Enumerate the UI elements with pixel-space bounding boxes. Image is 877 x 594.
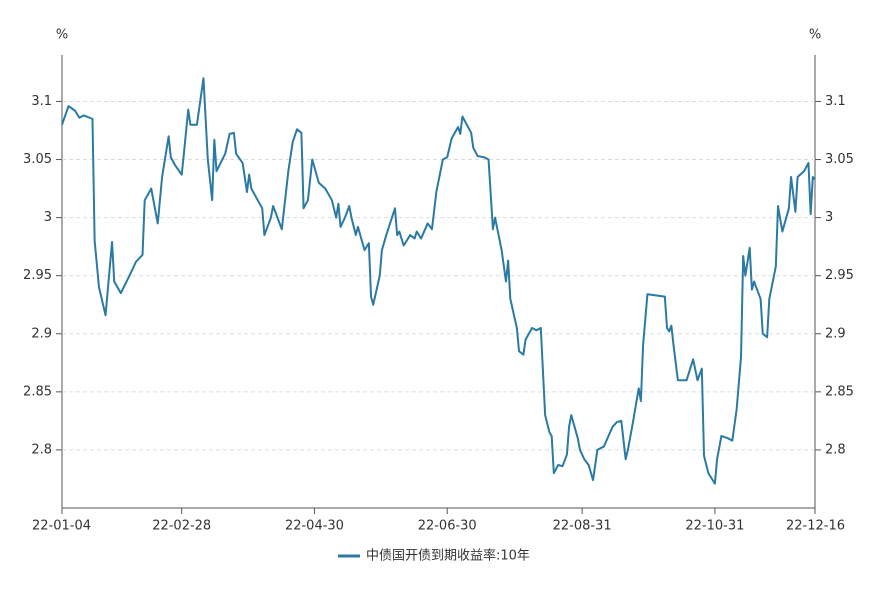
y-unit-right: % [809,28,821,43]
y-tick-label: 2.9 [31,326,52,341]
x-tick-label: 22-10-31 [685,519,744,534]
legend-label: 中债国开债到期收益率:10年 [366,548,530,564]
y-tick-label: 3.1 [31,94,52,109]
y-tick-label: 2.8 [31,442,52,457]
y2-tick-label: 2.95 [825,268,854,283]
y-tick-label: 3 [44,210,52,225]
y2-tick-label: 2.9 [825,326,846,341]
y2-tick-label: 3.05 [825,152,854,167]
x-tick-label: 22-04-30 [285,519,344,534]
y-unit-left: % [56,28,68,43]
x-tick-label: 22-08-31 [553,519,612,534]
y2-tick-label: 2.85 [825,384,854,399]
series-line [61,77,816,485]
x-tick-label: 22-12-16 [786,519,845,534]
y-tick-label: 2.95 [23,268,52,283]
x-tick-label: 22-02-28 [152,519,211,534]
y2-tick-label: 3 [825,210,833,225]
x-tick-label: 22-06-30 [418,519,477,534]
y-tick-label: 2.85 [23,384,52,399]
y2-tick-label: 3.1 [825,94,846,109]
y-tick-label: 3.05 [23,152,52,167]
x-tick-label: 22-01-04 [32,519,91,534]
y2-tick-label: 2.8 [825,442,846,457]
